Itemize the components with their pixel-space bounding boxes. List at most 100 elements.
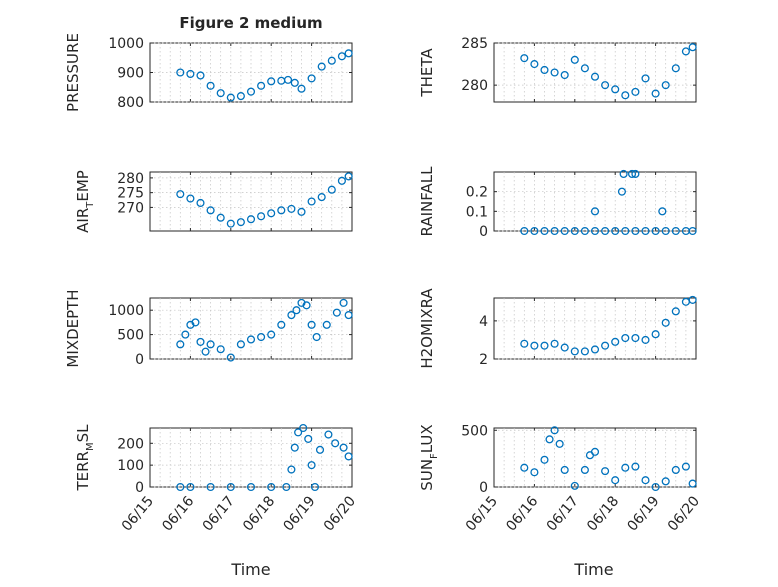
data-point — [658, 207, 667, 216]
data-point — [310, 482, 320, 492]
data-point — [176, 482, 185, 492]
data-point — [611, 337, 620, 346]
data-point — [530, 60, 539, 69]
x-tick-label: 06/16 — [503, 493, 541, 534]
data-point — [287, 465, 296, 474]
y-tick-label: 275 — [117, 186, 144, 202]
y-tick-label: 0.2 — [466, 185, 488, 201]
y-axis-label: RAINFALL — [418, 166, 436, 237]
y-tick-label: 4 — [479, 314, 488, 330]
data-point — [257, 212, 266, 221]
data-point — [590, 447, 600, 456]
data-point — [601, 341, 610, 350]
data-point — [621, 333, 630, 343]
data-point — [619, 169, 628, 179]
data-point — [580, 347, 589, 356]
data-point — [297, 84, 306, 93]
panel-sun_flux: 0 500 SUNFLUX 06/15 06/16 06/17 06/18 06/19 06/2… — [418, 423, 703, 534]
data-point — [621, 91, 630, 100]
data-point — [236, 340, 245, 349]
data-point — [631, 333, 640, 343]
data-point — [186, 194, 195, 203]
y-tick-label: 0 — [135, 352, 144, 368]
data-point — [550, 226, 559, 236]
panel-rainfall: 0 0.1 0.2 RAINFALL — [418, 166, 697, 240]
data-point — [196, 71, 205, 80]
data-point — [290, 443, 299, 452]
data-point — [590, 226, 600, 236]
data-point — [530, 468, 539, 477]
data-point — [267, 482, 276, 492]
data-point — [530, 226, 539, 236]
data-point — [176, 68, 185, 77]
data-point — [651, 89, 660, 98]
data-point — [277, 206, 286, 215]
y-tick-label: 1000 — [108, 303, 144, 319]
y-tick-label: 270 — [117, 200, 144, 216]
data-point — [317, 62, 326, 71]
data-point — [287, 311, 296, 320]
data-point — [257, 332, 266, 342]
data-point — [283, 75, 293, 84]
data-point — [540, 455, 549, 464]
panel-h2omixra: 2 4 H2OMIXRA — [418, 288, 697, 369]
x-tick-label: 06/20 — [665, 493, 703, 534]
data-point — [661, 81, 670, 90]
panel-pressure: 800 900 1000 PRESSURE — [64, 33, 353, 112]
data-point — [327, 56, 336, 65]
data-point — [641, 476, 650, 485]
data-point — [688, 43, 697, 52]
data-point — [332, 308, 341, 317]
data-point — [292, 306, 301, 315]
data-point — [246, 335, 256, 344]
data-point — [530, 341, 539, 350]
data-point — [246, 87, 256, 96]
data-point — [277, 320, 286, 329]
data-point — [621, 463, 630, 472]
x-tick-label: 06/15 — [119, 493, 157, 534]
data-point — [294, 428, 303, 437]
data-point — [324, 430, 333, 439]
data-point — [560, 343, 569, 352]
data-point — [216, 213, 225, 222]
data-point — [560, 226, 569, 236]
data-point — [236, 92, 245, 101]
y-tick-label: 1000 — [108, 36, 144, 52]
data-point — [315, 445, 325, 454]
y-axis-label: THETA — [418, 48, 436, 98]
plot-area — [493, 297, 697, 360]
data-point — [520, 339, 529, 348]
data-point — [176, 190, 185, 199]
figure-title: Figure 2 medium — [179, 14, 322, 32]
data-point — [196, 198, 205, 208]
data-point — [611, 476, 620, 485]
data-point — [216, 89, 225, 98]
data-point — [344, 172, 353, 181]
data-point — [611, 226, 620, 236]
panel-theta: 280 285 THETA — [418, 36, 697, 103]
data-point — [322, 320, 331, 329]
data-point — [186, 482, 195, 492]
y-axis-label: AIRTEMP — [74, 170, 96, 233]
data-point — [196, 337, 205, 346]
y-tick-label: 0.1 — [466, 204, 488, 220]
data-point — [570, 55, 579, 64]
data-point — [641, 226, 650, 236]
data-point — [236, 218, 245, 227]
y-tick-label: 100 — [117, 458, 144, 474]
data-point — [520, 463, 529, 472]
y-tick-label: 500 — [117, 328, 144, 344]
data-point — [631, 87, 640, 96]
data-point — [191, 318, 200, 327]
data-point — [287, 204, 296, 213]
data-point — [317, 193, 326, 202]
data-point — [550, 426, 559, 435]
x-tick-label: 06/19 — [624, 493, 662, 534]
data-point — [681, 462, 690, 471]
y-axis-label: MIXDEPTH — [64, 289, 82, 367]
y-tick-label: 0 — [135, 480, 144, 496]
data-point — [257, 81, 266, 90]
data-point — [331, 439, 340, 448]
data-point — [226, 482, 235, 492]
data-point — [601, 467, 610, 476]
